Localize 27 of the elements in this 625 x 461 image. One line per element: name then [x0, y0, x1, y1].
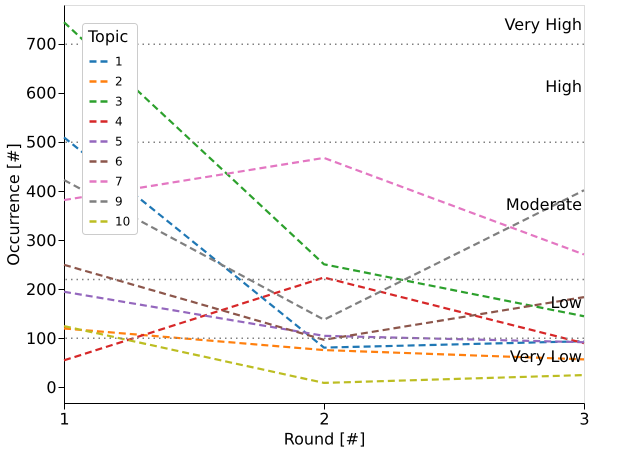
y-tick-label: 400 — [26, 182, 56, 201]
legend-label: 3 — [115, 94, 123, 108]
y-tick-label: 600 — [26, 84, 56, 103]
annotation: Low — [550, 293, 582, 312]
y-tick-label: 700 — [26, 34, 56, 54]
legend-label: 5 — [115, 134, 123, 148]
legend-label: 9 — [115, 194, 123, 208]
x-tick-label: 2 — [319, 410, 330, 428]
y-tick-label: 100 — [26, 328, 56, 348]
annotation: Moderate — [506, 195, 582, 214]
y-axis-title: Occurrence [#] — [4, 143, 23, 266]
legend-label: 10 — [115, 214, 130, 228]
legend-title: Topic — [87, 27, 128, 46]
legend-label: 2 — [115, 74, 123, 88]
y-tick-label: 300 — [26, 230, 56, 250]
x-tick-label: 1 — [59, 410, 70, 428]
x-axis-title: Round [#] — [284, 430, 366, 448]
annotation: High — [545, 77, 582, 96]
x-tick-label: 3 — [579, 410, 590, 428]
annotation: Very High — [504, 15, 582, 34]
y-tick-label: 200 — [26, 280, 56, 299]
legend-label: 6 — [115, 154, 123, 168]
y-tick-label: 0 — [46, 378, 56, 397]
legend-label: 1 — [115, 54, 123, 68]
legend-label: 7 — [115, 174, 123, 188]
legend-label: 4 — [115, 114, 123, 128]
y-tick-label: 500 — [26, 132, 56, 152]
